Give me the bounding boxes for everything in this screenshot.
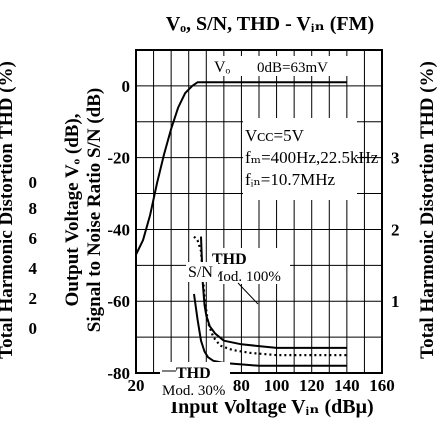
left-cut-tick-labels: 0 8 6 4 2 0: [29, 173, 38, 338]
y-axis-title-line2: Signal to Noise Ratio S/N (dB): [84, 88, 105, 332]
y-tick-label: 0: [122, 77, 131, 96]
sn-box: [186, 262, 218, 282]
thd100-box: [208, 248, 290, 284]
fm-label: fₘ=400Hz,22.5kHz: [245, 148, 379, 167]
fin-label: fᵢₙ=10.7MHz: [245, 170, 336, 189]
vo-label: Vₒ: [214, 59, 231, 76]
grid: [136, 50, 382, 373]
sn-label: S/N: [188, 264, 213, 281]
thd30-label-line2: Mod. 30%: [162, 383, 225, 399]
y-tick-label: -60: [107, 292, 130, 311]
y-tick-label: -40: [107, 220, 130, 239]
y2-tick-label: 3: [391, 149, 400, 168]
left-cut-tick-label: 0: [29, 173, 38, 192]
thd100-leader: [237, 282, 259, 305]
series-line: [193, 293, 347, 367]
y-axis-title-line1: Output Voltage Vₒ (dB),: [62, 113, 83, 306]
y2-axis-title: Total Harmonic Distortion THD (%): [417, 61, 438, 359]
left-cut-tick-label: 0: [29, 319, 38, 338]
annotations: Vₒ 0dB=63mV Vᴄᴄ=5V fₘ=400Hz,22.5kHz fᵢₙ=…: [160, 56, 379, 402]
y2-tick-label: 2: [391, 220, 400, 239]
x-tick-label: 140: [334, 376, 360, 395]
thd30-box: [160, 362, 230, 402]
y-tick-label: -20: [107, 149, 130, 168]
thd30-label-line1: THD: [176, 365, 211, 382]
y2-axis-title-left: Total Harmonic Distortion THD (%): [0, 61, 17, 359]
y2-tick-label: 1: [391, 292, 400, 311]
x-tick-label: 160: [369, 376, 395, 395]
left-cut-tick-label: 6: [29, 229, 38, 248]
x-tick-label: 80: [233, 376, 250, 395]
plot-frame: [135, 49, 383, 374]
vo-ref-label: 0dB=63mV: [257, 60, 328, 76]
left-cut-tick-label: 2: [29, 289, 38, 308]
vo-label-box: [212, 56, 355, 76]
conditions-box: [243, 118, 357, 200]
y-tick-label: -80: [107, 364, 130, 383]
thd100-label-line1: THD: [212, 251, 247, 268]
series-line: [200, 236, 347, 349]
vcc-label: Vᴄᴄ=5V: [245, 126, 305, 145]
x-tick-label: 120: [299, 376, 325, 395]
x-tick-label: 100: [264, 376, 290, 395]
chart-title: Vₒ, S/N, THD - Vᵢₙ (FM): [166, 13, 374, 35]
series-line: [135, 81, 347, 256]
left-cut-tick-label: 8: [29, 199, 38, 218]
left-cut-tick-label: 4: [29, 259, 38, 278]
series-lines: [135, 81, 347, 367]
x-tick-label: 20: [128, 376, 145, 395]
thd100-label-line2: Mod. 100%: [210, 269, 281, 285]
